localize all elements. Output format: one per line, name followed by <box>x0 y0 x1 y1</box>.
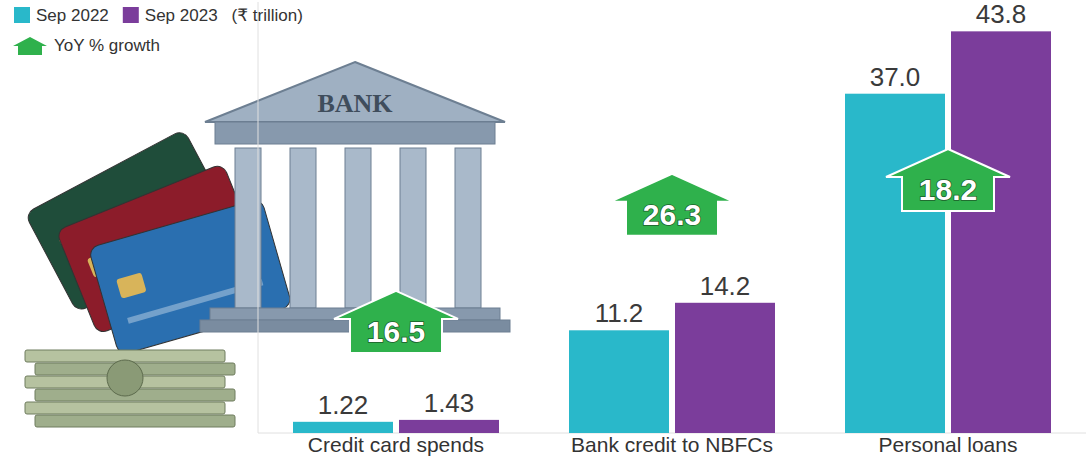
category-label: Personal loans <box>879 433 1018 456</box>
data-label: 1.22 <box>318 390 369 420</box>
bar <box>951 31 1051 433</box>
labels: 1.22 1.43 Credit card spends 11.2 14.2 Bank c… <box>308 0 1026 456</box>
growth-arrow <box>886 149 1010 211</box>
bar <box>399 420 499 433</box>
data-label: 1.43 <box>424 388 475 418</box>
chart: BANK 1.22 1.43 Credit card spends 11.2 14.2 Ba… <box>0 0 1086 459</box>
data-label: 43.8 <box>976 0 1027 29</box>
money-stack <box>25 402 225 414</box>
bank-column <box>455 148 481 308</box>
bars <box>293 31 1051 433</box>
unit-label: (₹ trillion) <box>232 6 303 25</box>
money-seal <box>107 360 143 396</box>
growth-label: 16.5 <box>367 315 425 348</box>
card-chip <box>116 272 147 298</box>
bank-column <box>345 148 371 308</box>
bank-column <box>235 148 261 308</box>
growth-arrows: 16.5 26.3 18.2 <box>334 149 1010 353</box>
legend-swatch <box>123 7 139 23</box>
bar <box>675 303 775 433</box>
growth-label: 18.2 <box>919 173 977 206</box>
growth-arrow <box>610 174 734 236</box>
bar <box>569 330 669 433</box>
legend-label: YoY % growth <box>54 36 160 55</box>
bar <box>293 422 393 433</box>
bank-column <box>400 148 426 308</box>
legend-arrow <box>13 37 47 55</box>
data-label: 14.2 <box>700 271 751 301</box>
value-axis <box>258 2 259 433</box>
illustration: BANK <box>25 62 510 427</box>
data-label: 37.0 <box>870 62 921 92</box>
category-label: Bank credit to NBFCs <box>571 433 773 456</box>
legend-label: Sep 2023 <box>145 6 218 25</box>
bank-column <box>290 148 316 308</box>
bank-roof <box>205 62 505 122</box>
money-stack <box>35 415 235 427</box>
growth-arrow <box>334 291 458 353</box>
bank-label: BANK <box>317 89 393 118</box>
legend-swatch <box>14 7 30 23</box>
legend-label: Sep 2022 <box>36 6 109 25</box>
data-label: 11.2 <box>595 298 644 328</box>
legend: Sep 2022 Sep 2023 (₹ trillion) YoY % growth <box>13 6 303 55</box>
growth-label: 26.3 <box>643 198 701 231</box>
bar <box>845 94 945 433</box>
bank-icon: BANK <box>200 62 510 332</box>
category-label: Credit card spends <box>308 433 484 456</box>
bank-frieze <box>215 122 495 144</box>
